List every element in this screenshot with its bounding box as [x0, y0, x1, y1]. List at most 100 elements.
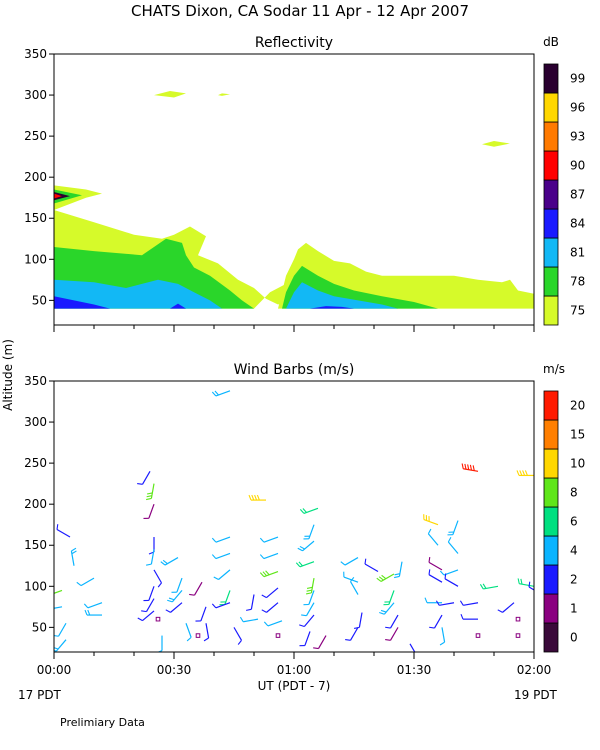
wind-barb: [343, 571, 359, 583]
reflectivity-contours: [54, 91, 534, 309]
wind-barbs-y-tick-label: 100: [24, 579, 47, 593]
wind-barb: [246, 594, 255, 611]
wind-barb: [364, 558, 379, 573]
reflectivity-colorbar-label: 90: [570, 159, 585, 173]
wind-barb: [303, 590, 315, 606]
wind-barbs-marks: [54, 390, 534, 652]
wind-barb: [299, 631, 311, 647]
reflectivity-colorbar-swatch: [543, 63, 559, 94]
wind-barb: [299, 507, 319, 514]
wind-barb: [189, 581, 203, 596]
footer-note: Prelimiary Data: [60, 716, 145, 729]
wind-barb: [211, 390, 231, 397]
reflectivity-contour-region: [310, 306, 354, 309]
x-tick-label: 00:30: [157, 663, 192, 677]
wind-barbs-colorbar-label: 20: [570, 399, 585, 413]
reflectivity-contour-region: [154, 91, 186, 98]
wind-barb: [233, 627, 243, 645]
wind-barb: [153, 569, 163, 588]
wind-barb: [340, 557, 359, 566]
wind-barb: [167, 590, 183, 603]
reflectivity-y-tick-label: 300: [24, 88, 47, 102]
wind-barbs-colorbar-swatch: [543, 477, 559, 508]
wind-barb: [354, 612, 363, 629]
wind-barbs-colorbar-label: 6: [570, 515, 578, 529]
wind-barb: [517, 578, 534, 587]
wind-barb: [313, 635, 327, 650]
wind-barb: [76, 577, 95, 587]
wind-barb: [439, 569, 459, 576]
reflectivity-colorbar-swatch: [543, 295, 559, 326]
wind-barbs-colorbar-swatch: [543, 390, 559, 421]
wind-barb: [427, 528, 439, 546]
wind-barb: [171, 577, 183, 593]
reflectivity-y-tick-label: 250: [24, 129, 47, 143]
reflectivity-contour-region: [54, 279, 222, 309]
wind-barb: [429, 614, 443, 629]
reflectivity-contour-region: [170, 303, 186, 309]
wind-barb-calm: [515, 633, 521, 638]
wind-barb: [141, 598, 155, 613]
wind-barb: [349, 576, 359, 595]
reflectivity-colorbar-label: 78: [570, 275, 585, 289]
wind-barbs-colorbar-label: 1: [570, 602, 578, 616]
wind-barb: [248, 494, 266, 501]
reflectivity-colorbar-label: 81: [570, 246, 585, 260]
wind-barb: [160, 557, 179, 566]
wind-barbs-colorbar-swatch: [543, 506, 559, 537]
wind-barb: [143, 503, 155, 519]
wind-barb: [447, 520, 459, 536]
wind-barb-calm: [155, 616, 161, 622]
reflectivity-colorbar-label: 93: [570, 130, 585, 144]
wind-barbs-colorbar-swatch: [543, 564, 559, 595]
wind-barb: [165, 602, 183, 613]
wind-barb: [423, 514, 439, 526]
wind-barb: [54, 622, 67, 637]
wind-barb: [56, 524, 71, 538]
wind-barb: [146, 549, 155, 566]
wind-barb: [497, 602, 515, 613]
wind-barb: [516, 470, 534, 477]
wind-barbs-y-tick-label: 250: [24, 456, 47, 470]
wind-barbs-y-tick-label: 150: [24, 538, 47, 552]
wind-barb: [428, 569, 443, 583]
wind-barb: [239, 616, 259, 623]
x-tick-label: 00:00: [37, 663, 72, 677]
wind-barb-calm: [515, 616, 521, 622]
wind-barbs-title: Wind Barbs (m/s): [234, 362, 355, 378]
wind-barb: [263, 620, 283, 627]
reflectivity-colorbar-swatch: [543, 150, 559, 181]
wind-barb: [84, 609, 102, 616]
wind-barb: [345, 627, 359, 641]
wind-barb: [385, 627, 399, 641]
wind-barb: [259, 552, 279, 560]
reflectivity-colorbar-swatch: [543, 92, 559, 123]
wind-barb: [54, 606, 63, 609]
reflectivity-colorbar-swatch: [543, 266, 559, 297]
wind-barb: [447, 536, 459, 554]
x-tick-label: 02:00: [517, 663, 552, 677]
reflectivity-panel: Reflectivity 50 100 150 200 250 300 350 75 78 81…: [24, 35, 585, 332]
wind-barb: [295, 561, 315, 568]
wind-barb: [299, 614, 315, 628]
wind-barb: [444, 573, 459, 587]
x-axis-label: UT (PDT - 7): [258, 679, 331, 693]
wind-barb: [211, 602, 231, 609]
wind-barbs-y-tick-label: 200: [24, 497, 47, 511]
wind-barb: [460, 613, 478, 620]
wind-barb: [54, 639, 67, 652]
wind-barb-calm: [475, 633, 481, 638]
wind-barbs-colorbar-swatch: [543, 448, 559, 479]
wind-barb: [379, 602, 395, 615]
wind-barb: [301, 602, 315, 617]
wind-barb: [435, 600, 455, 606]
wind-barb: [306, 577, 315, 595]
wind-barbs-y-tick-label: 300: [24, 415, 47, 429]
wind-barb: [137, 610, 155, 622]
reflectivity-colorbar-label: 87: [570, 188, 585, 202]
reflectivity-contour-region: [54, 193, 62, 199]
reflectivity-colorbar-label: 75: [570, 304, 585, 318]
x-tick-label: 01:00: [277, 663, 312, 677]
wind-barb: [156, 635, 163, 652]
